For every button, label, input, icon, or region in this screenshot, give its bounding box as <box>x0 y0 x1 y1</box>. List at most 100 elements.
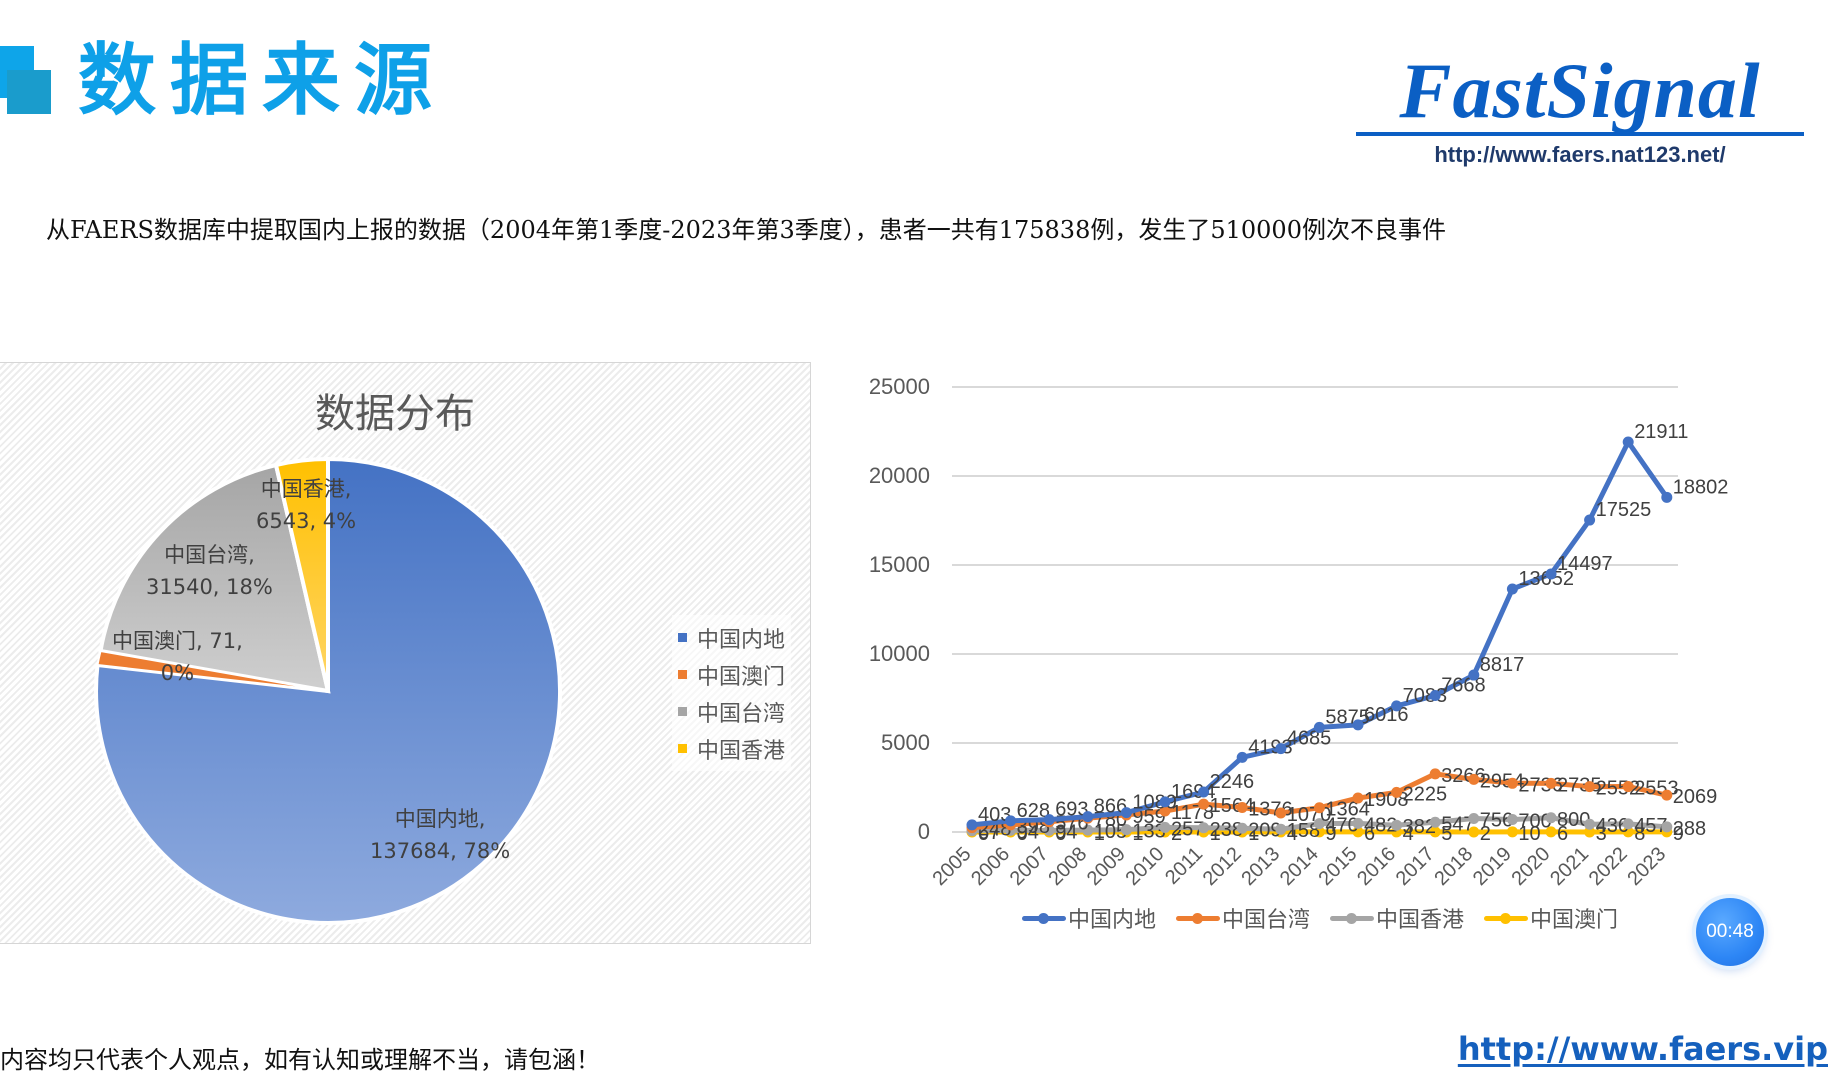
data-label: 2225 <box>1403 783 1448 805</box>
data-label: 18802 <box>1673 476 1729 498</box>
pie-label-line: 中国内地, <box>394 807 486 831</box>
y-tick: 15000 <box>868 552 930 577</box>
data-point <box>1313 818 1325 830</box>
data-label: 7668 <box>1441 675 1486 697</box>
data-label: 94 <box>1017 821 1039 843</box>
legend-label: 中国香港 <box>697 738 786 764</box>
pie-legend-item: 中国台湾 <box>678 693 785 730</box>
footer-link[interactable]: http://www.faers.vip <box>1457 1030 1828 1068</box>
data-point <box>1429 690 1441 702</box>
pie-legend-item: 中国香港 <box>678 730 785 767</box>
pie-legend-item: 中国澳门 <box>678 656 785 693</box>
y-tick: 20000 <box>868 463 930 488</box>
data-label: 628 <box>1017 800 1050 822</box>
legend-label: 中国内地 <box>697 627 786 653</box>
logo-wordmark: FastSignal <box>1399 47 1761 134</box>
data-point <box>1236 751 1248 763</box>
data-point <box>1005 815 1017 827</box>
data-point <box>1622 826 1634 838</box>
legend-swatch <box>678 633 687 642</box>
x-tick: 2014 <box>1276 843 1323 890</box>
data-point <box>1198 822 1210 834</box>
data-point <box>1352 792 1364 804</box>
pie-label-taiwan: 中国台湾, 31540, 18% <box>146 539 273 603</box>
data-label: 436 <box>1596 815 1629 837</box>
data-label: 14497 <box>1557 553 1613 575</box>
x-tick: 2019 <box>1469 843 1516 890</box>
data-label: 1 <box>1094 823 1105 845</box>
legend-swatch <box>678 670 687 679</box>
series-line <box>971 439 1669 828</box>
data-label: 4685 <box>1287 728 1332 750</box>
pie-chart-panel: 数据分布 中国内地, 137684, 78% 中国澳门, 71, 0% 中国台湾… <box>0 362 811 944</box>
data-label: 2 <box>1171 823 1182 845</box>
x-tick: 2006 <box>967 843 1014 890</box>
data-label: 470 <box>1325 815 1358 837</box>
data-label: 6 <box>1364 823 1375 845</box>
data-point <box>1043 814 1055 826</box>
intro-text: 从FAERS数据库中提取国内上报的数据（2004年第1季度-2023年第3季度）… <box>46 216 1446 244</box>
data-point <box>1468 669 1480 681</box>
data-point <box>1043 824 1055 836</box>
data-point <box>1661 789 1673 801</box>
data-point <box>1429 768 1441 780</box>
pie-label-line: 0% <box>160 661 195 685</box>
pie-label-mainland: 中国内地, 137684, 78% <box>370 803 510 867</box>
data-label: 10 <box>1518 823 1540 845</box>
data-label: 13652 <box>1518 568 1574 590</box>
data-label: 9 <box>1325 823 1336 845</box>
data-point <box>1275 807 1287 819</box>
pie-label-line: 6543, 4% <box>256 509 357 533</box>
data-point <box>1622 436 1634 448</box>
data-label: 800 <box>1557 809 1590 831</box>
data-point <box>1429 816 1441 828</box>
line-plot-area: 2005200620072008200920102011201220132014… <box>929 386 1729 890</box>
data-point <box>1313 721 1325 733</box>
data-label: 158 <box>1287 820 1320 842</box>
x-tick: 2021 <box>1546 843 1593 890</box>
legend-item-mainland: 中国内地 <box>1022 902 1156 934</box>
x-tick: 2022 <box>1585 843 1632 890</box>
data-point <box>1159 805 1171 817</box>
data-label: 547 <box>1441 813 1474 835</box>
data-label: 0 <box>1017 823 1028 845</box>
data-point <box>1275 823 1287 835</box>
page-title: 数据来源 <box>78 35 447 126</box>
data-point <box>1391 819 1403 831</box>
x-tick: 2009 <box>1083 843 1130 890</box>
legend-label: 中国香港 <box>1376 908 1465 933</box>
data-point <box>1584 826 1596 838</box>
x-tick: 2011 <box>1161 843 1207 889</box>
data-label: 403 <box>978 804 1011 826</box>
data-point <box>1545 812 1557 824</box>
data-label: 288 <box>1673 818 1706 840</box>
data-point <box>1584 818 1596 830</box>
timer-bubble[interactable]: 00:48 <box>1696 898 1764 966</box>
data-point <box>1661 491 1673 503</box>
y-tick: 25000 <box>868 374 930 399</box>
data-point <box>1391 700 1403 712</box>
x-tick: 2017 <box>1392 843 1439 890</box>
legend-label: 中国台湾 <box>1222 908 1311 933</box>
pie-label-line: 中国香港, <box>260 477 352 501</box>
data-point <box>1622 781 1634 793</box>
data-point <box>1584 781 1596 793</box>
pie-chart <box>94 456 563 925</box>
data-point <box>1622 818 1634 830</box>
x-tick: 2023 <box>1623 843 1670 890</box>
legend-item-macau: 中国澳门 <box>1484 902 1618 934</box>
data-label: 756 <box>1480 810 1513 832</box>
y-tick: 10000 <box>868 641 930 666</box>
x-tick: 2013 <box>1237 843 1284 890</box>
data-label: 2246 <box>1210 771 1255 793</box>
data-point <box>1236 802 1248 814</box>
data-point <box>1545 568 1557 580</box>
legend-label: 中国澳门 <box>697 664 786 690</box>
pie-slice-hongkong <box>273 456 330 692</box>
x-tick: 2008 <box>1044 843 1091 890</box>
data-label: 4 <box>1403 823 1414 845</box>
data-point <box>1661 821 1673 833</box>
data-label: 0 <box>978 823 989 845</box>
data-label: 457 <box>1634 815 1667 837</box>
title-accent-square-inner <box>7 70 51 114</box>
